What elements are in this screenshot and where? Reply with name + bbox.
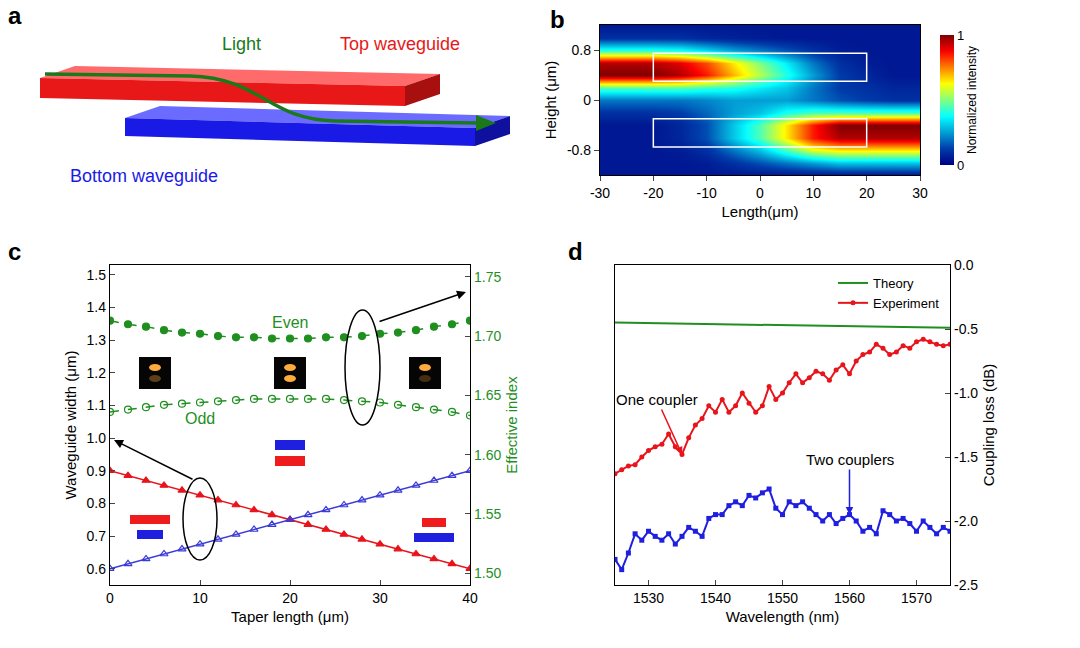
svg-text:1.0: 1.0 [87, 430, 107, 446]
svg-text:Theory: Theory [873, 276, 914, 291]
svg-text:0.8: 0.8 [572, 42, 592, 58]
svg-text:Even: Even [272, 314, 308, 331]
svg-text:0.7: 0.7 [87, 528, 107, 544]
svg-text:40: 40 [462, 590, 478, 606]
svg-text:b: b [550, 6, 565, 33]
svg-text:Effective index: Effective index [503, 376, 520, 474]
svg-text:0.6: 0.6 [87, 561, 107, 577]
svg-text:-0.5: -0.5 [954, 321, 978, 337]
svg-text:0: 0 [583, 92, 591, 108]
svg-text:Length(μm): Length(μm) [721, 203, 798, 220]
svg-text:Two couplers: Two couplers [806, 451, 894, 468]
svg-text:-30: -30 [590, 185, 610, 201]
svg-text:0: 0 [106, 590, 114, 606]
svg-text:1.5: 1.5 [87, 267, 107, 283]
svg-text:Odd: Odd [185, 410, 215, 427]
svg-text:10: 10 [192, 590, 208, 606]
svg-text:30: 30 [372, 590, 388, 606]
svg-text:-1.5: -1.5 [954, 449, 978, 465]
svg-text:1.75: 1.75 [474, 269, 501, 285]
svg-text:1.60: 1.60 [474, 447, 501, 463]
svg-text:Coupling loss (dB): Coupling loss (dB) [980, 364, 997, 487]
svg-text:-0.8: -0.8 [567, 142, 591, 158]
svg-text:-2.5: -2.5 [954, 577, 978, 593]
svg-text:1570: 1570 [901, 590, 932, 606]
svg-text:-2.0: -2.0 [954, 513, 978, 529]
svg-text:20: 20 [282, 590, 298, 606]
svg-text:0.9: 0.9 [87, 463, 107, 479]
svg-text:0: 0 [957, 158, 964, 173]
svg-text:1530: 1530 [633, 590, 664, 606]
svg-text:1540: 1540 [700, 590, 731, 606]
svg-text:Experiment: Experiment [873, 296, 939, 311]
svg-text:0: 0 [756, 185, 764, 201]
svg-text:-1.0: -1.0 [954, 385, 978, 401]
svg-text:1.65: 1.65 [474, 387, 501, 403]
svg-text:d: d [568, 238, 583, 265]
svg-text:Height (μm): Height (μm) [542, 61, 559, 140]
svg-text:Waveguide width (μm): Waveguide width (μm) [62, 351, 79, 500]
svg-text:10: 10 [806, 185, 822, 201]
svg-text:1.2: 1.2 [87, 365, 107, 381]
svg-text:Wavelength (nm): Wavelength (nm) [726, 608, 840, 625]
svg-text:1.4: 1.4 [87, 299, 107, 315]
svg-text:20: 20 [859, 185, 875, 201]
svg-text:1.3: 1.3 [87, 332, 107, 348]
svg-text:1: 1 [957, 28, 964, 43]
svg-text:a: a [8, 2, 22, 29]
svg-text:Normalized intensity: Normalized intensity [965, 46, 979, 154]
svg-text:1560: 1560 [834, 590, 865, 606]
svg-text:-20: -20 [643, 185, 663, 201]
svg-text:-10: -10 [697, 185, 717, 201]
svg-text:1.55: 1.55 [474, 506, 501, 522]
svg-text:Taper length (μm): Taper length (μm) [231, 608, 349, 625]
svg-text:1.1: 1.1 [87, 397, 107, 413]
svg-text:One coupler: One coupler [616, 391, 698, 408]
svg-text:Bottom waveguide: Bottom waveguide [70, 166, 218, 186]
svg-text:c: c [8, 238, 21, 265]
svg-text:1550: 1550 [767, 590, 798, 606]
svg-text:1.70: 1.70 [474, 328, 501, 344]
svg-text:30: 30 [912, 185, 928, 201]
svg-text:0.8: 0.8 [87, 495, 107, 511]
svg-text:1.50: 1.50 [474, 565, 501, 581]
svg-text:Top waveguide: Top waveguide [340, 34, 460, 54]
svg-text:0.0: 0.0 [954, 257, 974, 273]
svg-text:Light: Light [222, 34, 261, 54]
